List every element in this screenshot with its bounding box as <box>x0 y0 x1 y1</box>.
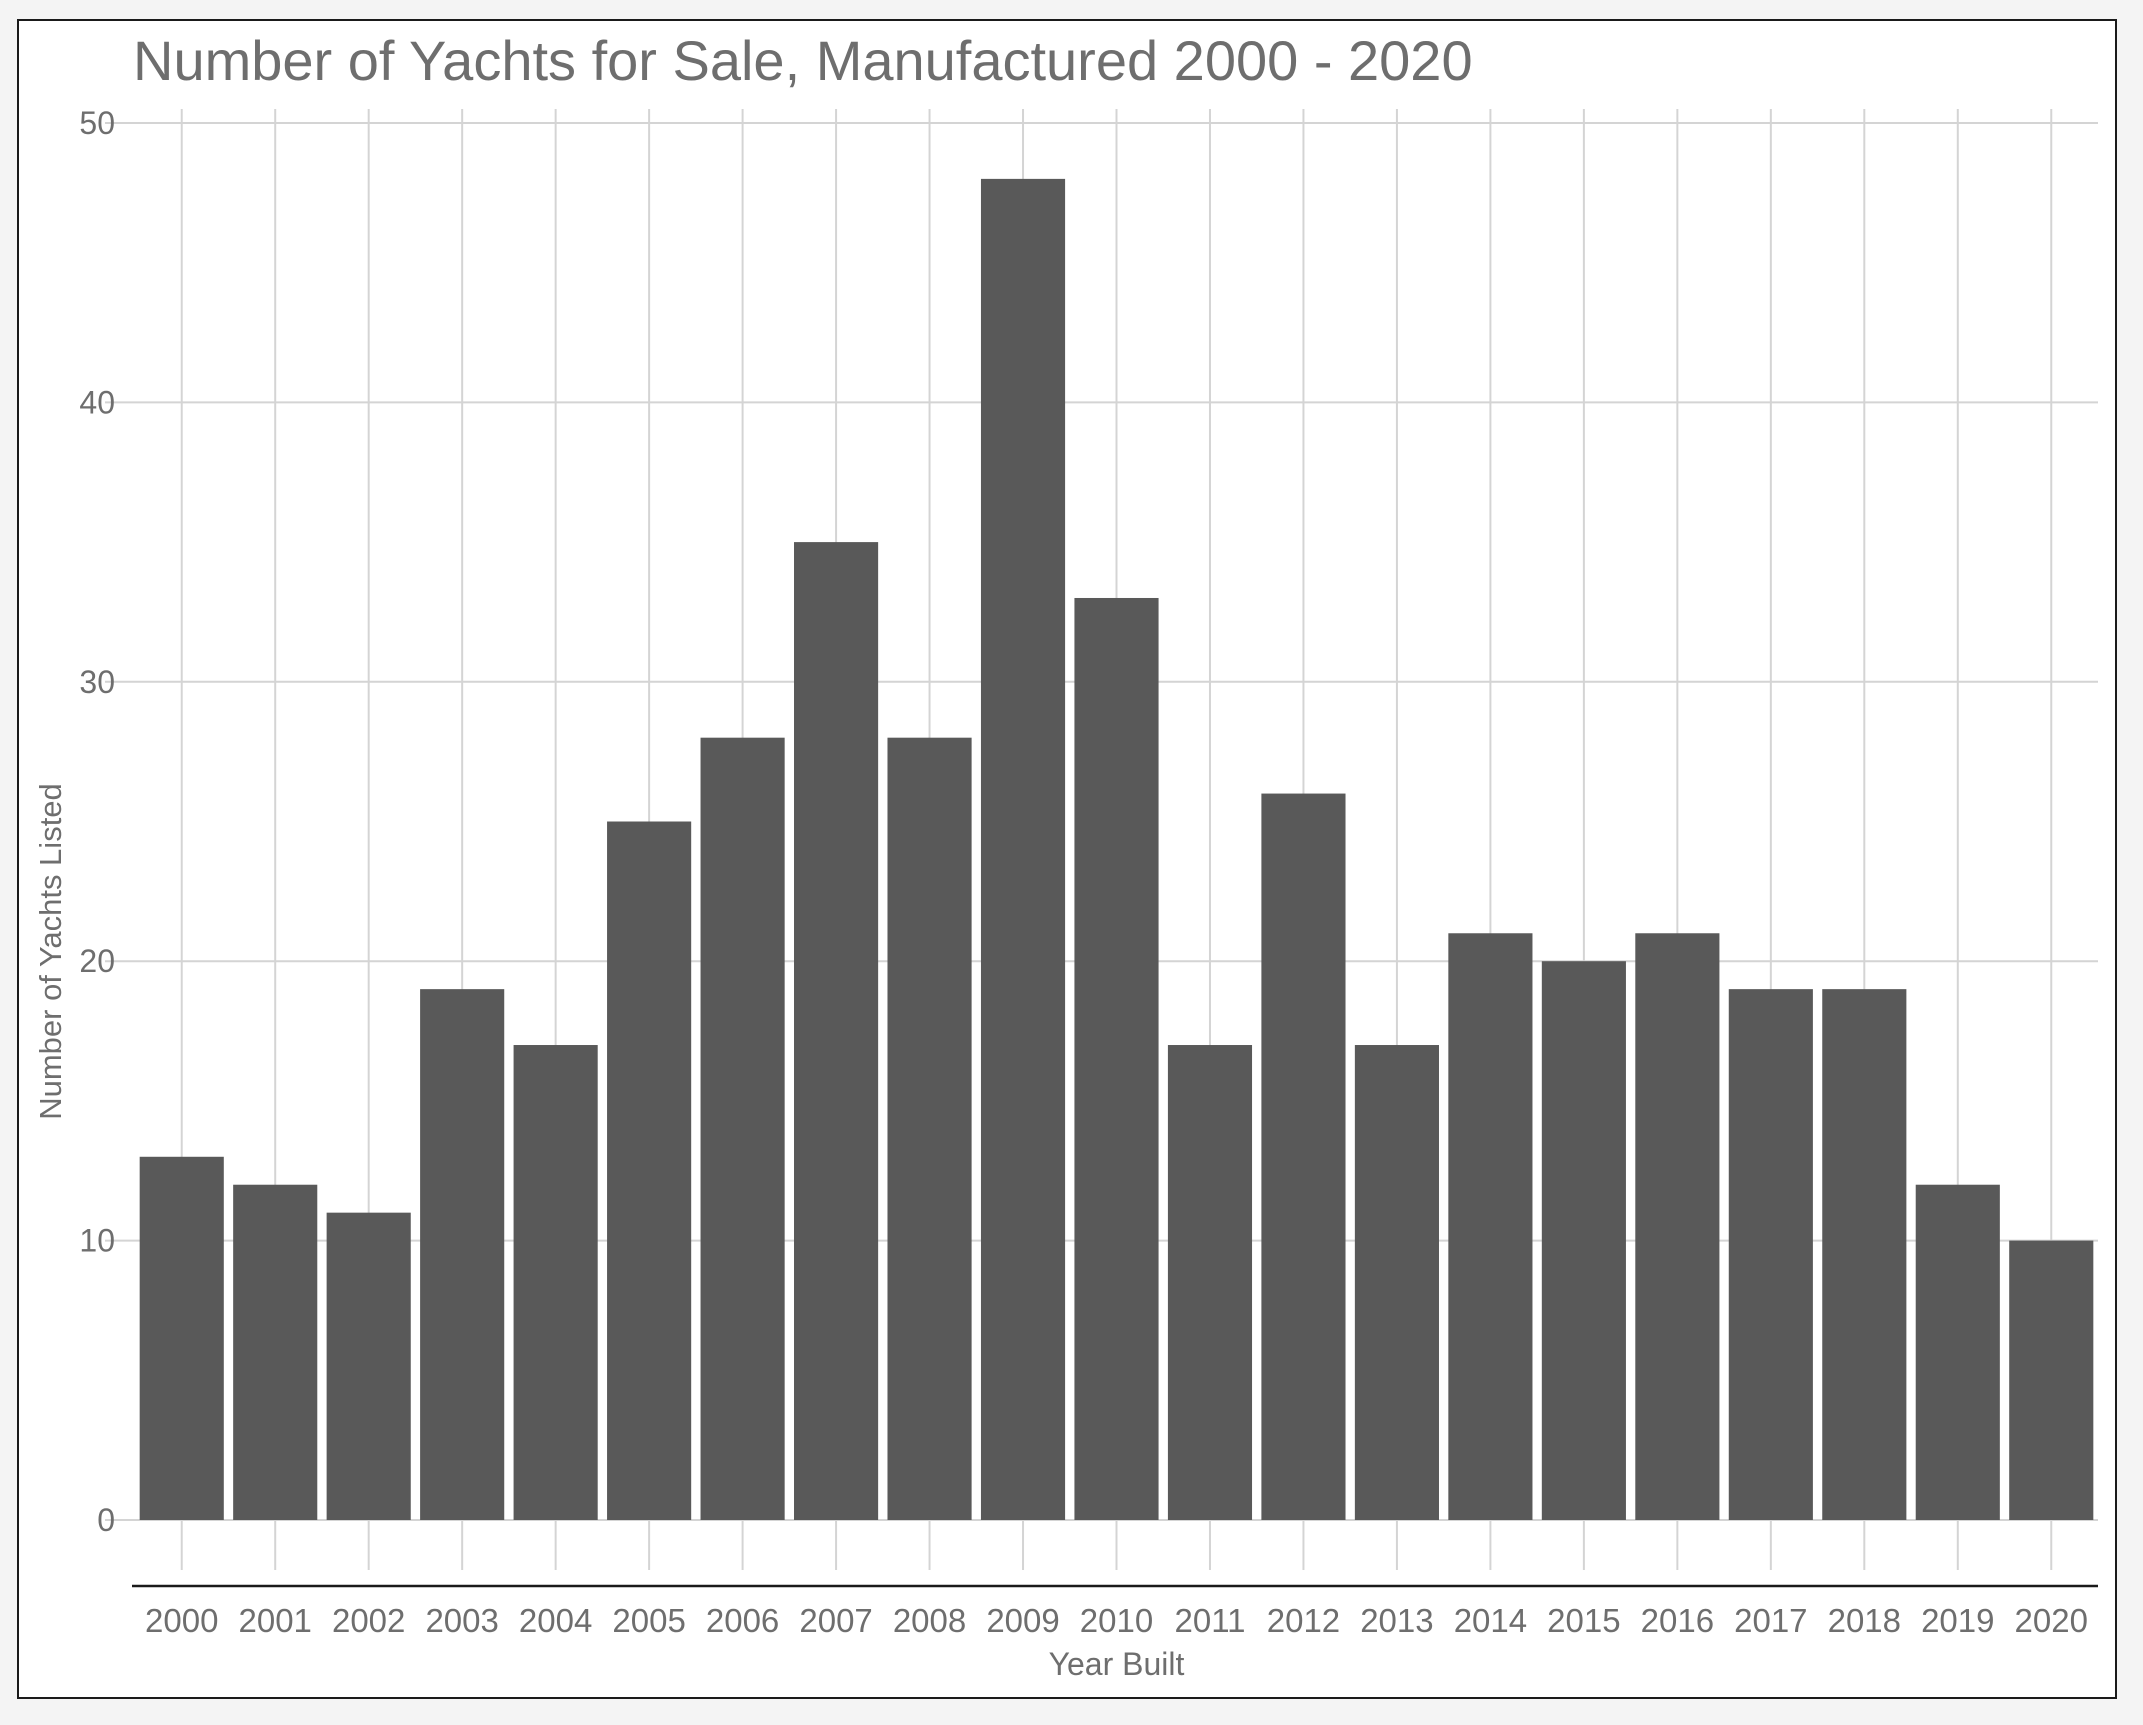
bar-2015 <box>1541 961 1626 1520</box>
y-tick-label: 0 <box>97 1502 115 1538</box>
y-axis-tick-labels: 0 10 20 30 40 50 <box>79 105 115 1538</box>
bar-2019 <box>1915 1184 2000 1520</box>
bar-2006 <box>700 737 785 1520</box>
bar-2016 <box>1635 933 1720 1520</box>
y-axis-title: Number of Yachts Listed <box>33 783 68 1120</box>
x-tick-label: 2005 <box>612 1602 685 1639</box>
bar-2013 <box>1354 1045 1439 1520</box>
x-tick-label: 2012 <box>1267 1602 1340 1639</box>
bar-2001 <box>233 1184 318 1520</box>
x-tick-label: 2009 <box>986 1602 1059 1639</box>
x-tick-label: 2015 <box>1547 1602 1620 1639</box>
x-tick-label: 2019 <box>1921 1602 1994 1639</box>
y-tick-label: 40 <box>79 384 115 420</box>
bar-2008 <box>887 737 972 1520</box>
bar-2010 <box>1074 597 1159 1520</box>
x-tick-label: 2006 <box>706 1602 779 1639</box>
bar-2020 <box>2009 1240 2094 1520</box>
bar-2000 <box>139 1156 224 1520</box>
bar-2018 <box>1822 989 1907 1520</box>
bar-2003 <box>420 989 505 1520</box>
x-tick-label: 2014 <box>1454 1602 1527 1639</box>
x-tick-label: 2010 <box>1080 1602 1153 1639</box>
x-axis-title: Year Built <box>1049 1646 1185 1682</box>
bar-2014 <box>1448 933 1533 1520</box>
y-tick-label: 30 <box>79 664 115 700</box>
bar-2007 <box>794 542 879 1520</box>
x-tick-label: 2004 <box>519 1602 592 1639</box>
bar-2004 <box>513 1045 598 1520</box>
bar-2005 <box>607 821 692 1520</box>
x-axis-tick-labels: 2000 2001 2002 2003 2004 2005 2006 2007 2008 2009… <box>145 1602 2088 1639</box>
x-tick-label: 2016 <box>1641 1602 1714 1639</box>
x-tick-label: 2018 <box>1828 1602 1901 1639</box>
x-tick-label: 2020 <box>2015 1602 2088 1639</box>
y-tick-label: 50 <box>79 105 115 141</box>
x-tick-label: 2017 <box>1734 1602 1807 1639</box>
bar-2017 <box>1728 989 1813 1520</box>
x-tick-label: 2013 <box>1360 1602 1433 1639</box>
x-tick-label: 2007 <box>799 1602 872 1639</box>
y-tick-label: 10 <box>79 1223 115 1259</box>
x-tick-label: 2011 <box>1174 1602 1245 1639</box>
x-tick-label: 2003 <box>425 1602 498 1639</box>
y-tick-label: 20 <box>79 943 115 979</box>
chart-title: Number of Yachts for Sale, Manufactured … <box>133 29 1473 92</box>
x-tick-label: 2001 <box>239 1602 312 1639</box>
bar-2009 <box>980 178 1066 1520</box>
x-tick-label: 2008 <box>893 1602 966 1639</box>
x-tick-label: 2000 <box>145 1602 218 1639</box>
x-tick-label: 2002 <box>332 1602 405 1639</box>
bars <box>139 178 2094 1520</box>
bar-2002 <box>326 1212 411 1520</box>
bar-2012 <box>1261 793 1346 1520</box>
bar-2011 <box>1167 1045 1253 1520</box>
